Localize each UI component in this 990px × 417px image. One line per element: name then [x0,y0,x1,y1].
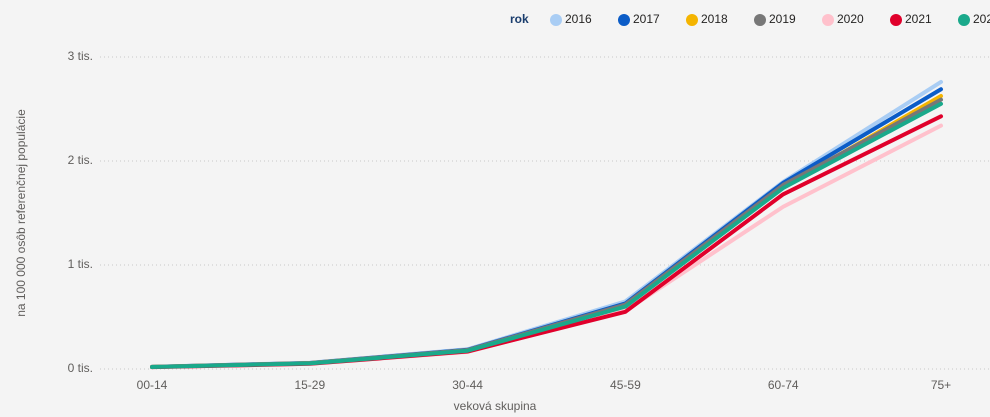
y-tick-label: 3 tis. [68,49,93,63]
y-tick-label: 0 tis. [68,361,93,375]
legend-label: 2022 [973,12,990,26]
y-axis-title: na 100 000 osôb referenčnej populácie [14,109,28,317]
x-tick-label: 60-74 [768,378,799,392]
legend-marker [618,14,630,26]
x-tick-label: 00-14 [137,378,168,392]
x-tick-label: 45-59 [610,378,641,392]
x-tick-label: 30-44 [452,378,483,392]
legend-marker [890,14,902,26]
legend-label: 2020 [837,12,864,26]
legend-label: 2019 [769,12,796,26]
legend-marker [754,14,766,26]
legend-label: 2021 [905,12,932,26]
legend-marker [958,14,970,26]
legend-title: rok [510,12,529,26]
legend-marker [822,14,834,26]
x-tick-label: 15-29 [294,378,325,392]
x-tick-label: 75+ [931,378,951,392]
legend-label: 2016 [565,12,592,26]
y-tick-label: 2 tis. [68,153,93,167]
legend-label: 2017 [633,12,660,26]
legend-label: 2018 [701,12,728,26]
line-series [150,101,943,370]
x-axis-title: veková skupina [454,399,537,413]
legend-marker [550,14,562,26]
legend-marker [686,14,698,26]
y-tick-label: 1 tis. [68,257,93,271]
